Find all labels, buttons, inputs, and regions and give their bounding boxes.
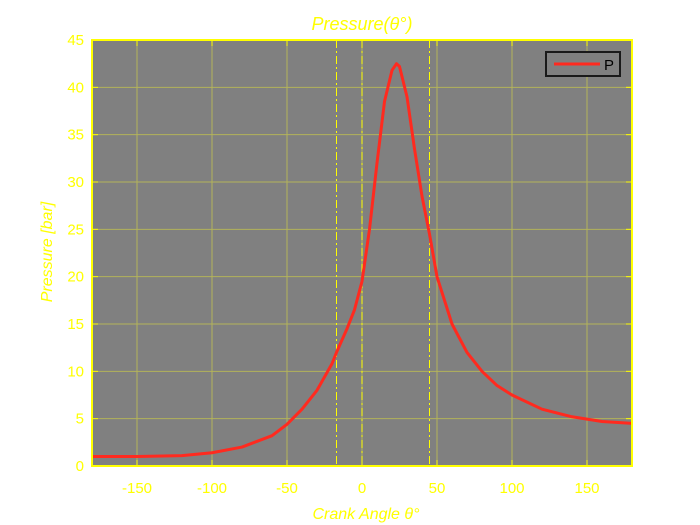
- y-tick-label: 25: [67, 221, 84, 238]
- legend-label: P: [604, 57, 614, 74]
- series-group: [92, 62, 633, 459]
- y-tick-label: 15: [67, 316, 84, 333]
- x-tick-label: -100: [197, 480, 227, 497]
- ticks: [92, 39, 632, 467]
- x-tick-label: -150: [122, 480, 152, 497]
- y-tick-label: 35: [67, 127, 84, 144]
- y-tick-label: 30: [67, 174, 84, 191]
- y-tick-label: 0: [76, 458, 84, 475]
- tick-labels: -150 -100 -50 0 50 100 150 0 5 10 15 20 25 30 35 40 45: [67, 32, 599, 497]
- y-tick-label: 20: [67, 269, 84, 286]
- x-axis-label: Crank Angle θ°: [313, 506, 421, 523]
- legend: P: [545, 51, 621, 77]
- reference-lines: [336, 40, 430, 466]
- y-tick-label: 10: [67, 363, 84, 380]
- chart-title: Pressure(θ°): [312, 14, 413, 34]
- x-tick-label: 50: [429, 480, 446, 497]
- y-axis-label: Pressure [bar]: [39, 201, 56, 302]
- series-line-P: [92, 62, 633, 459]
- x-tick-label: 100: [499, 480, 524, 497]
- x-tick-label: -50: [276, 480, 298, 497]
- y-tick-label: 5: [76, 411, 84, 428]
- x-tick-label: 150: [574, 480, 599, 497]
- x-tick-label: 0: [358, 480, 366, 497]
- y-tick-label: 40: [67, 79, 84, 96]
- y-tick-label: 45: [67, 32, 84, 49]
- watermark: CSDN @海神之光: [600, 505, 690, 518]
